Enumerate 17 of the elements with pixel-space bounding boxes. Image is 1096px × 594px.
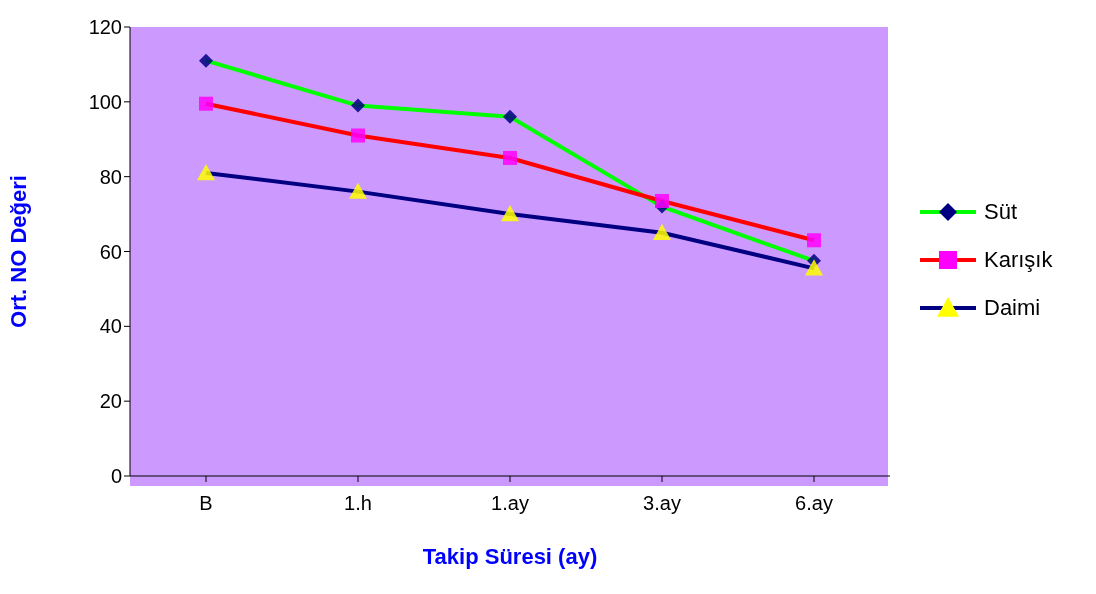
y-tick-label: 0 <box>110 465 122 488</box>
y-tick-label: 100 <box>88 90 122 113</box>
legend-label: Süt <box>984 199 1018 225</box>
legend-label: Daimi <box>984 295 1041 321</box>
legend-label: Karışık <box>984 247 1053 273</box>
x-tick-label: 6.ay <box>795 492 833 515</box>
x-tick-label: B <box>199 492 213 515</box>
y-tick-label: 80 <box>99 165 122 188</box>
y-tick-label: 20 <box>99 390 122 413</box>
y-axis-title: Ort. NO Değeri <box>5 175 31 328</box>
x-tick-label: 1.h <box>344 492 372 515</box>
y-tick-label: 120 <box>88 16 122 39</box>
y-tick-label: 60 <box>99 240 122 263</box>
y-tick-label: 40 <box>99 315 122 338</box>
x-tick-label: 3.ay <box>643 492 681 515</box>
x-axis-title: Takip Süresi (ay) <box>422 544 598 569</box>
x-tick-label: 1.ay <box>491 492 529 515</box>
